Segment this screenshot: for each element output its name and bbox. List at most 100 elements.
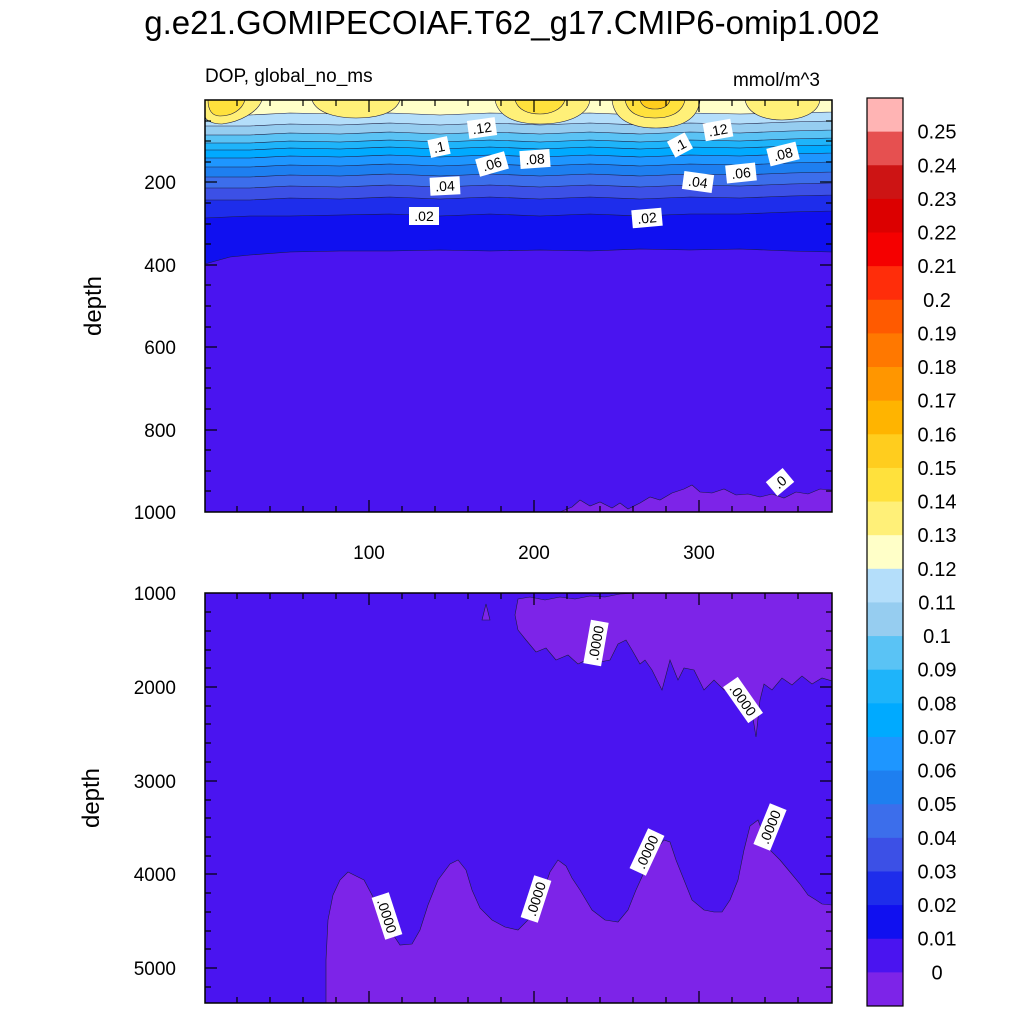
contour-label-text: .12 [707,120,729,139]
colorbar-label: 0.1 [923,626,951,648]
colorbar-swatch [867,467,903,502]
colorbar-swatch [867,938,903,973]
colorbar-label: 0.06 [918,761,957,783]
contour-label: .06 [725,162,757,184]
colorbar-swatch [867,400,903,435]
colorbar-swatch [867,131,903,166]
y-tick-label: 4000 [134,865,176,886]
lower-patch-below-zero-small [481,603,491,621]
x-tick-label: 200 [518,543,550,564]
colorbar-swatch [867,232,903,267]
upper-y-tick-labels: 200 400 600 800 1000 [134,173,176,524]
colorbar-swatch [867,602,903,637]
colorbar-swatch [867,636,903,671]
colorbar-label: 0.2 [923,290,951,312]
colorbar-swatch [867,972,903,1007]
colorbar-label: 0.15 [918,458,957,480]
contour-label-text: .0000 [585,624,607,661]
y-tick-label: 2000 [134,678,176,699]
y-tick-label: 400 [144,256,176,277]
colorbar-swatch [867,266,903,301]
contour-label: .04 [429,176,461,196]
contour-label: .02 [409,207,439,225]
contour-label: .04 [681,170,715,194]
colorbar-swatch [867,770,903,805]
colorbar-label: 0.09 [918,660,957,682]
colorbar-swatch [867,367,903,402]
x-tick-label: 100 [353,543,385,564]
colorbar-label: 0.22 [918,223,957,245]
colorbar-label: 0.14 [918,492,957,514]
colorbar-swatch [867,804,903,839]
colorbar-swatch [867,905,903,940]
contour-label-text: .04 [435,177,455,194]
upper-patch-0.14 [207,100,246,117]
contour-label: .1 [427,136,451,158]
upper-patch-0.15 [639,100,671,110]
colorbar-label: 0.18 [918,357,957,379]
colorbar-swatch [867,165,903,200]
colorbar-label: 0 [931,962,942,984]
y-tick-label: 800 [144,421,176,442]
colorbar-label: 0.24 [918,155,957,177]
colorbar-swatch [867,333,903,368]
contour-label-text: .06 [730,164,751,182]
colorbar-label: 0.07 [918,727,957,749]
colorbar-label: 0.21 [918,256,957,278]
contour-label-text: .04 [687,173,709,192]
contour-label: .06 [475,151,509,177]
contour-label: .02 [631,207,663,229]
contour-label-text: .02 [414,208,434,224]
colorbar-label: 0.01 [918,929,957,951]
colorbar-swatch [867,434,903,469]
lower-plot [205,593,832,1003]
lower-plot-frame [204,592,833,1004]
colorbar [867,98,903,1007]
contour-label: .08 [519,148,551,170]
colorbar-swatch [867,837,903,872]
colorbar-swatch [867,198,903,233]
colorbar-swatch [867,299,903,334]
colorbar-label: 0.19 [918,323,957,345]
colorbar-swatch [867,736,903,771]
colorbar-label: 0.02 [918,895,957,917]
colorbar-swatch [867,703,903,738]
colorbar-label: 0.05 [918,794,957,816]
upper-patch-below-zero [559,484,832,512]
contour-label-text: .1 [432,138,447,156]
colorbar-labels: 0.25 0.24 0.23 0.22 0.21 0.2 0.19 0.18 0.17 0.16 0… [918,122,957,985]
colorbar-label: 0.17 [918,391,957,413]
upper-patch-0.13 [744,100,821,121]
colorbar-label: 0.11 [918,592,955,614]
colorbar-swatch [867,98,903,133]
colorbar-label: 0.25 [918,122,957,144]
upper-patch-0.13 [311,100,401,119]
colorbar-label: 0.23 [918,189,957,211]
y-tick-label: 1000 [134,503,176,524]
upper-axes-ticks [205,100,832,512]
colorbar-swatch [867,871,903,906]
upper-patch-0.14 [514,100,566,115]
subtitle-units: mmol/m^3 [733,70,820,91]
contour-label-text: .12 [471,119,493,138]
contour-label-text: .08 [772,144,795,164]
upper-plot [205,100,832,512]
colorbar-label: 0.03 [918,861,957,883]
x-tick-label: 300 [683,543,715,564]
lower-y-axis-label: depth [78,768,105,828]
contour-label: .12 [466,117,498,139]
lower-axes-ticks [205,593,832,1003]
upper-contour-labels: .12 .12 .1 .1 .08 .08 .06 .06 .04 .04 .0… [409,117,800,496]
contour-label: .0 [765,468,795,496]
upper-y-axis-label: depth [80,276,107,336]
colorbar-swatch [867,535,903,570]
contour-label: .1 [666,132,694,158]
colorbar-label: 0.16 [918,424,957,446]
figure-title: g.e21.GOMIPECOIAF.T62_g17.CMIP6-omip1.00… [144,4,880,41]
y-tick-label: 200 [144,173,176,194]
contour-label: .12 [702,118,734,142]
y-tick-label: 3000 [134,772,176,793]
contour-label: .08 [766,141,800,167]
colorbar-swatch [867,568,903,603]
